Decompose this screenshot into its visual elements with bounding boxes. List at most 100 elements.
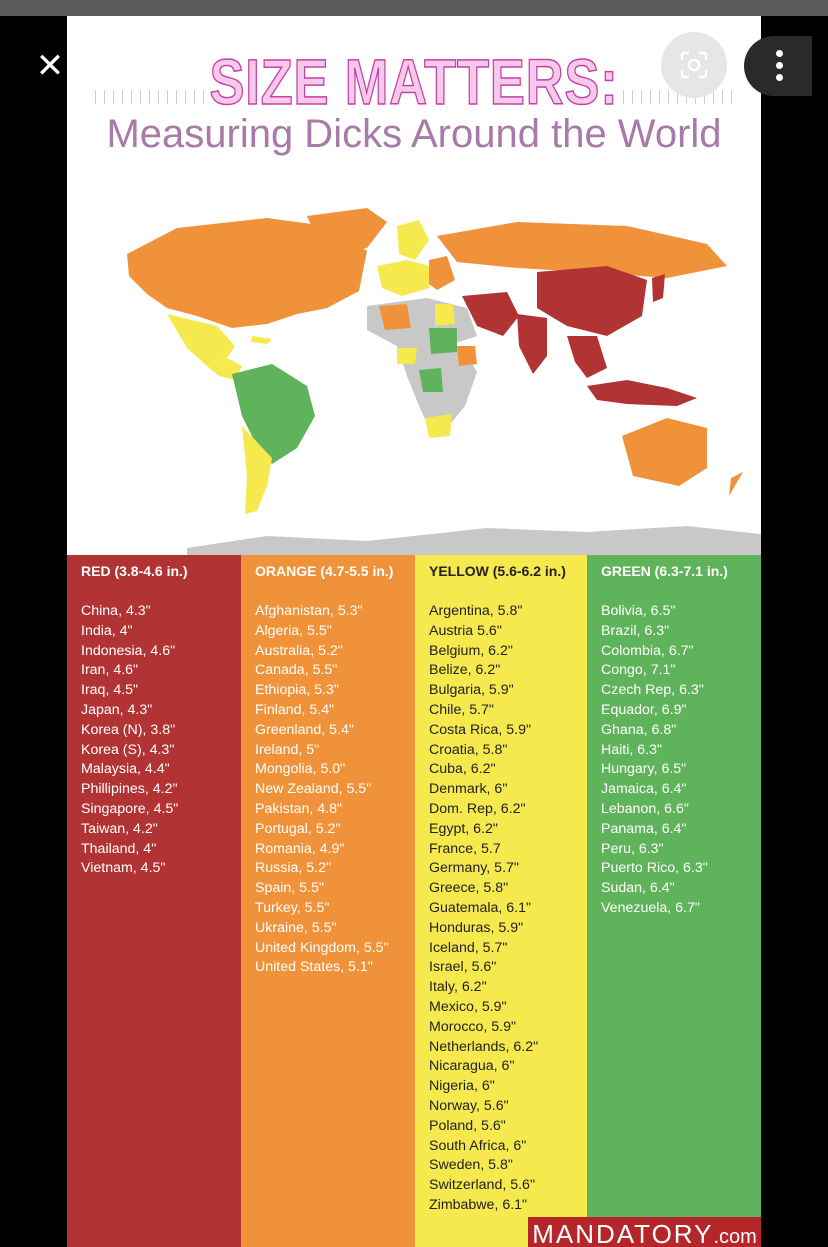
list-item: Taiwan, 4.2" xyxy=(81,820,158,837)
list-item: Zimbabwe, 6.1" xyxy=(429,1196,528,1213)
list-item: Canada, 5.5" xyxy=(255,662,338,679)
list-item: Jamaica, 6.4" xyxy=(601,781,687,798)
list-item: Hungary, 6.5" xyxy=(601,761,687,778)
list-item: Thailand, 4" xyxy=(81,840,157,857)
list-item: Ukraine, 5.5" xyxy=(255,919,337,936)
list-item: Mongolia, 5.0" xyxy=(255,761,346,778)
more-options-button[interactable] xyxy=(744,36,812,96)
list-item: Algeria, 5.5" xyxy=(255,622,332,639)
infographic-image: SIZE MATTERS: Measuring Dicks Around the… xyxy=(67,16,761,1247)
list-item: Italy, 6.2" xyxy=(429,979,487,996)
list-item: Morocco, 5.9" xyxy=(429,1018,517,1035)
list-item: Sudan, 6.4" xyxy=(601,880,675,897)
list-item: Norway, 5.6" xyxy=(429,1097,509,1114)
map-southeast-asia xyxy=(567,336,607,378)
list-item: Finland, 5.4" xyxy=(255,701,335,718)
list-item: Panama, 6.4" xyxy=(601,820,687,837)
status-bar xyxy=(0,0,828,16)
list-item: Honduras, 5.9" xyxy=(429,919,524,936)
list-item: Ireland, 5" xyxy=(255,741,320,758)
list-item: Greenland, 5.4" xyxy=(255,721,354,738)
list-item: Phillipines, 4.2" xyxy=(81,781,178,798)
list-item: Portugal, 5.2" xyxy=(255,820,341,837)
list-item: Singapore, 4.5" xyxy=(81,800,179,817)
list-item: Belgium, 6.2" xyxy=(429,642,513,659)
list-item: Australia, 5.2" xyxy=(255,642,343,659)
close-button[interactable]: ✕ xyxy=(28,44,72,88)
column-orange-heading: ORANGE (4.7-5.5 in.) xyxy=(255,563,394,579)
list-item: Turkey, 5.5" xyxy=(255,899,330,916)
list-item: Russia, 5.2" xyxy=(255,860,332,877)
list-item: Mexico, 5.9" xyxy=(429,998,507,1015)
map-russia xyxy=(437,222,727,278)
map-indonesia xyxy=(587,380,697,406)
list-item: Korea (S), 4.3" xyxy=(81,741,175,758)
list-item: United States, 5.1" xyxy=(255,959,373,976)
list-item: Iraq, 4.5" xyxy=(81,682,139,699)
list-item: Equador, 6.9" xyxy=(601,701,687,718)
lens-icon xyxy=(680,51,708,79)
list-item: Germany, 5.7" xyxy=(429,860,519,877)
list-item: South Africa, 6" xyxy=(429,1137,527,1154)
list-item: Ethiopia, 5.3" xyxy=(255,682,339,699)
map-japan xyxy=(652,274,665,302)
list-item: Brazil, 6.3" xyxy=(601,622,670,639)
column-green-list: Bolivia, 6.5" Brazil, 6.3" Colombia, 6.7" C… xyxy=(601,602,708,919)
list-item: Switzerland, 5.6" xyxy=(429,1177,535,1194)
list-item: Korea (N), 3.8" xyxy=(81,721,176,738)
column-red-list: China, 4.3" India, 4" Indonesia, 4.6" Iran,… xyxy=(81,602,178,879)
visual-search-button[interactable] xyxy=(661,32,727,98)
map-nigeria xyxy=(397,348,417,364)
column-yellow-heading: YELLOW (5.6-6.2 in.) xyxy=(429,563,566,579)
list-item: Denmark, 6" xyxy=(429,781,508,798)
list-item: Bolivia, 6.5" xyxy=(601,603,676,619)
list-item: Peru, 6.3" xyxy=(601,840,664,857)
column-green-heading: GREEN (6.3-7.1 in.) xyxy=(601,563,728,579)
column-red-heading: RED (3.8-4.6 in.) xyxy=(81,563,188,579)
list-item: France, 5.7 xyxy=(429,840,501,857)
map-egypt xyxy=(435,304,455,326)
list-item: Poland, 5.6" xyxy=(429,1117,506,1134)
list-item: Haiti, 6.3" xyxy=(601,741,663,758)
list-item: Guatemala, 6.1" xyxy=(429,899,532,916)
map-china xyxy=(537,266,647,336)
column-yellow: YELLOW (5.6-6.2 in.) Argentina, 5.8" Aust… xyxy=(415,555,587,1247)
map-algeria xyxy=(379,304,411,330)
map-ethiopia xyxy=(457,346,477,366)
map-mexico xyxy=(167,314,235,366)
list-item: Nicaragua, 6" xyxy=(429,1058,515,1075)
map-europe-east xyxy=(429,256,455,290)
ruler-decoration-left xyxy=(95,90,205,104)
list-item: China, 4.3" xyxy=(81,603,151,619)
list-item: Argentina, 5.8" xyxy=(429,603,523,619)
brand-name: MANDATORY xyxy=(532,1219,714,1247)
list-item: Nigeria, 6" xyxy=(429,1078,495,1095)
map-south-africa xyxy=(425,414,452,438)
close-icon: ✕ xyxy=(35,46,65,86)
list-item: Colombia, 6.7" xyxy=(601,642,694,659)
column-orange-list: Afghanistan, 5.3" Algeria, 5.5" Australia,… xyxy=(255,602,389,978)
infographic-subtitle: Measuring Dicks Around the World xyxy=(106,112,722,156)
list-item: Croatia, 5.8" xyxy=(429,741,508,758)
world-map xyxy=(127,208,761,556)
column-orange: ORANGE (4.7-5.5 in.) Afghanistan, 5.3" Al… xyxy=(241,555,415,1247)
list-item: Pakistan, 4.8" xyxy=(255,800,343,817)
more-vertical-icon xyxy=(776,50,784,86)
infographic-title: SIZE MATTERS: xyxy=(209,45,619,119)
list-item: Netherlands, 6.2" xyxy=(429,1038,539,1055)
map-australia xyxy=(622,418,707,486)
list-item: Lebanon, 6.6" xyxy=(601,800,689,817)
list-item: Costa Rica, 5.9" xyxy=(429,721,532,738)
column-yellow-list: Argentina, 5.8" Austria 5.6" Belgium, 6.2"… xyxy=(429,602,538,1216)
map-new-zealand xyxy=(729,472,743,496)
list-item: Venezuela, 6.7" xyxy=(601,899,700,916)
map-south-america-north xyxy=(232,364,315,464)
map-antarctica xyxy=(187,526,761,556)
list-item: Japan, 4.3" xyxy=(81,701,153,718)
list-item: India, 4" xyxy=(81,622,133,639)
list-item: Greece, 5.8" xyxy=(429,880,509,897)
map-scandinavia xyxy=(397,220,429,260)
map-greenland xyxy=(307,208,387,254)
list-item: Belize, 6.2" xyxy=(429,662,501,679)
list-item: Chile, 5.7" xyxy=(429,701,494,718)
